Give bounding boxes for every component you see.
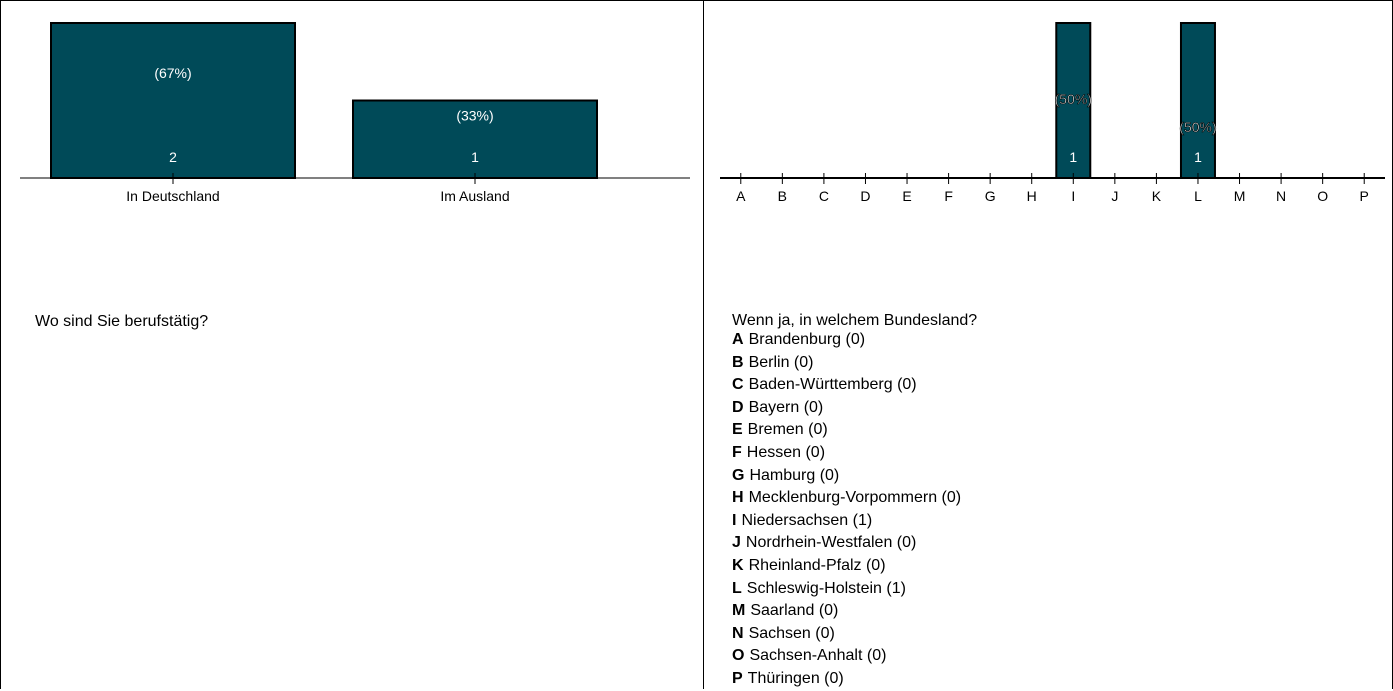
x-tick-label: O <box>1317 188 1328 204</box>
x-tick-label: J <box>1111 188 1118 204</box>
legend-label: Bremen (0) <box>747 421 828 439</box>
legend-item-h: H Mecklenburg-Vorpommern (0) <box>732 487 961 510</box>
bar-2 <box>352 99 598 179</box>
x-tick-label: L <box>1194 188 1202 204</box>
legend-label: Brandenburg (0) <box>748 331 866 348</box>
legend-item-b: B Berlin (0) <box>732 352 961 375</box>
legend-key: A <box>732 331 744 348</box>
legend-label: Sachsen-Anhalt (0) <box>749 647 887 665</box>
legend-item-a: A Brandenburg (0) <box>732 329 961 352</box>
legend-label: Saarland (0) <box>750 602 839 620</box>
bar-value-label: 2 <box>169 149 177 165</box>
legend-key: E <box>732 421 743 439</box>
legend-label: Mecklenburg-Vorpommern (0) <box>748 489 962 507</box>
legend-key: G <box>732 466 745 484</box>
bar-percent-label: (50%) <box>1179 119 1216 135</box>
chart-workplace: 2 (67%) In Deutschland 1 (33%) Im Ausland <box>20 22 690 204</box>
x-tick-label: H <box>1027 188 1037 204</box>
legend-item-g: G Hamburg (0) <box>732 465 961 488</box>
legend-item-j: J Nordrhein-Westfalen (0) <box>732 532 961 555</box>
bar-value-label: 1 <box>1069 149 1077 165</box>
legend-key: B <box>732 353 744 371</box>
legend-item-i: I Niedersachsen (1) <box>732 510 961 533</box>
x-tick-label: A <box>736 188 746 204</box>
bundesland-legend: A Brandenburg (0) B Berlin (0) C Baden-Württe… <box>732 329 961 691</box>
legend-item-m: M Saarland (0) <box>732 600 961 623</box>
legend-key: D <box>732 398 744 416</box>
legend-item-k: K Rheinland-Pfalz (0) <box>732 555 961 578</box>
bar-L <box>1179 22 1216 179</box>
x-tick-label: In Deutschland <box>126 188 219 204</box>
bar-percent-label: (50%) <box>1055 91 1092 107</box>
bar-value-label: 1 <box>1194 149 1202 165</box>
legend-key: J <box>732 534 741 552</box>
bar-1 <box>50 22 296 179</box>
x-tick-label: G <box>985 188 996 204</box>
legend-item-l: L Schleswig-Holstein (1) <box>732 578 961 601</box>
x-tick-label: P <box>1360 188 1369 204</box>
legend-label: Berlin (0) <box>748 353 814 371</box>
x-tick-label: D <box>860 188 870 204</box>
legend-key: C <box>732 376 744 394</box>
legend-label: Niedersachsen (1) <box>741 511 873 529</box>
legend-key: L <box>732 579 742 597</box>
legend-key: I <box>732 511 737 529</box>
bar-I <box>1055 22 1092 179</box>
x-tick-label: B <box>778 188 787 204</box>
x-tick-label: E <box>902 188 911 204</box>
x-tick-label: I <box>1071 188 1075 204</box>
legend-key: O <box>732 647 745 665</box>
question-title-bundesland: Wenn ja, in welchem Bundesland? <box>732 312 978 329</box>
x-tick-label: F <box>944 188 953 204</box>
x-tick-label: K <box>1152 188 1162 204</box>
x-tick-label: Im Ausland <box>440 188 509 204</box>
bar-percent-label: (33%) <box>456 108 493 124</box>
legend-item-p: P Thüringen (0) <box>732 668 961 691</box>
legend-label: Schleswig-Holstein (1) <box>746 579 906 597</box>
legend-item-c: C Baden-Württemberg (0) <box>732 374 961 397</box>
legend-key: M <box>732 602 746 620</box>
legend-label: Hessen (0) <box>746 443 826 461</box>
legend-key: F <box>732 443 742 461</box>
legend-label: Bayern (0) <box>748 398 824 416</box>
legend-label: Baden-Württemberg (0) <box>748 376 917 394</box>
legend-key: P <box>732 669 743 687</box>
bar-value-label: 1 <box>471 149 479 165</box>
chart-bundesland: A B C D E F G H 1 (50%) I J K 1 (50%) L M N O P <box>720 22 1385 204</box>
legend-label: Thüringen (0) <box>747 669 844 687</box>
left-panel <box>0 0 704 689</box>
legend-item-d: D Bayern (0) <box>732 397 961 420</box>
legend-label: Sachsen (0) <box>748 624 835 642</box>
x-tick-label: M <box>1234 188 1246 204</box>
legend-key: K <box>732 556 744 574</box>
legend-label: Rheinland-Pfalz (0) <box>748 556 886 574</box>
legend-item-e: E Bremen (0) <box>732 419 961 442</box>
question-title-workplace: Wo sind Sie berufstätig? <box>35 313 209 330</box>
x-tick-label: C <box>819 188 829 204</box>
legend-item-o: O Sachsen-Anhalt (0) <box>732 645 961 668</box>
bar-percent-label: (67%) <box>154 65 191 81</box>
legend-item-n: N Sachsen (0) <box>732 623 961 646</box>
legend-key: N <box>732 624 744 642</box>
legend-label: Nordrhein-Westfalen (0) <box>745 534 917 552</box>
legend-key: H <box>732 489 744 507</box>
legend-label: Hamburg (0) <box>749 466 840 484</box>
legend-item-f: F Hessen (0) <box>732 442 961 465</box>
x-tick-label: N <box>1276 188 1286 204</box>
